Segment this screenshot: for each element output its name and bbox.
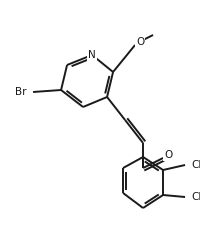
Text: O: O	[164, 150, 172, 160]
Text: O: O	[136, 37, 144, 47]
Text: Cl: Cl	[191, 192, 200, 202]
Text: N: N	[88, 50, 96, 60]
Text: Br: Br	[15, 87, 26, 97]
Text: Cl: Cl	[191, 160, 200, 170]
